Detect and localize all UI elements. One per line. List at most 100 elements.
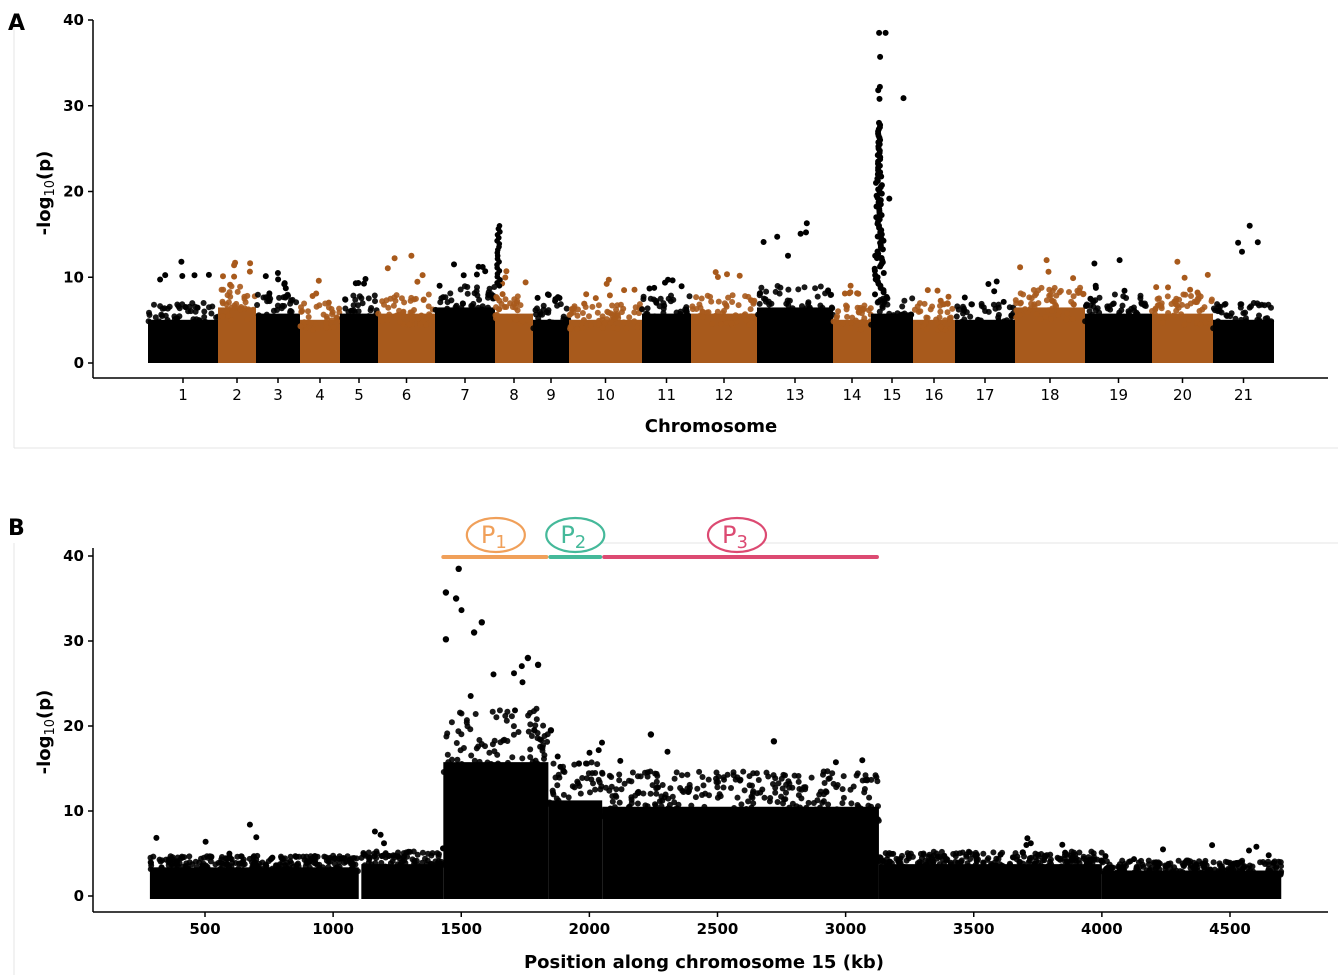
y-tick-label: 30 [63,632,84,650]
snp-point [947,866,954,872]
snp-point [805,799,812,806]
snp-point [432,866,439,873]
snp-point [592,295,599,302]
snp-point [666,801,673,808]
panel-b-y-label: -log10(p) [34,690,58,775]
snp-point [334,315,340,322]
snp-point [577,790,584,797]
snp-point [546,318,553,325]
snp-point [246,268,253,275]
snp-point [511,779,517,786]
snp-point [872,291,878,298]
snp-point [936,314,943,321]
snp-point [508,713,515,720]
snp-point [263,311,270,318]
snp-point [165,319,171,326]
snp-point [253,834,260,841]
snp-point [1188,293,1194,299]
chromosome-2-points [218,259,258,363]
snp-point [150,853,157,860]
snp-point [225,312,232,319]
snp-point [1168,301,1175,307]
snp-point-top [1116,257,1123,264]
snp-point [616,771,623,778]
snp-point [1026,294,1033,301]
snp-point [1219,866,1226,873]
snp-point [336,853,343,860]
snp-point [1064,310,1071,317]
snp-point [483,780,490,787]
snp-point [241,861,248,868]
snp-point [923,326,930,333]
snp-point [171,858,178,865]
snp-point [857,805,864,812]
snp-point [1004,865,1010,872]
snp-point [640,293,647,300]
snp-point [1013,307,1020,314]
snp-point [198,867,205,874]
snp-point [1265,872,1272,879]
snp-point [162,312,169,319]
snp-point [958,326,965,333]
snp-point [185,308,192,315]
snp-point [471,757,478,764]
snp-point [402,860,409,866]
snp-point [859,757,866,764]
snp-point [829,305,836,312]
snp-point [438,295,445,302]
snp-point [860,814,867,821]
snp-point [533,716,540,723]
snp-point [571,761,578,768]
snp-point [494,751,501,758]
snp-point [494,295,501,302]
snp-point [797,230,804,237]
snp-point [609,312,616,318]
snp-point [495,760,501,767]
snp-point [692,807,699,814]
snp-point [504,708,511,715]
snp-point [295,863,302,870]
snp-point [1200,861,1207,868]
snp-point [1184,303,1191,310]
snp-point [698,295,705,302]
snp-point [493,714,500,721]
snp-point [511,670,517,677]
snp-point [795,773,802,779]
snp-point [1000,298,1007,305]
snp-point [705,309,712,316]
snp-point [770,772,777,779]
snp-point [764,316,771,323]
snp-point [1093,314,1100,321]
snp-point [766,798,773,805]
snp-point [191,326,198,333]
snp-point [658,803,665,810]
snp-point [1181,274,1188,281]
region-label-ellipse [545,516,606,554]
chromosome-label: 6 [402,386,412,404]
snp-point [808,774,815,781]
snp-point [534,294,541,301]
segment-points [440,607,551,899]
snp-point [560,768,567,775]
snp-point [972,862,979,868]
snp-point [375,310,382,317]
snp-point [503,304,510,310]
snp-point [1265,852,1272,859]
snp-point [991,288,998,295]
snp-point [874,778,881,785]
snp-point [303,858,310,865]
snp-point [273,863,280,869]
chromosome-18-points [1012,257,1087,363]
snp-point [371,828,378,835]
snp-point [1066,866,1073,873]
snp-point [457,286,464,293]
y-tick-label: 0 [74,354,84,372]
snp-point [861,789,868,796]
snp-point-top [442,589,450,596]
snp-point [777,284,784,291]
snp-point [358,295,365,302]
snp-point [730,817,737,824]
snp-point [228,863,235,870]
snp-point [964,866,971,873]
snp-point [1106,303,1113,310]
